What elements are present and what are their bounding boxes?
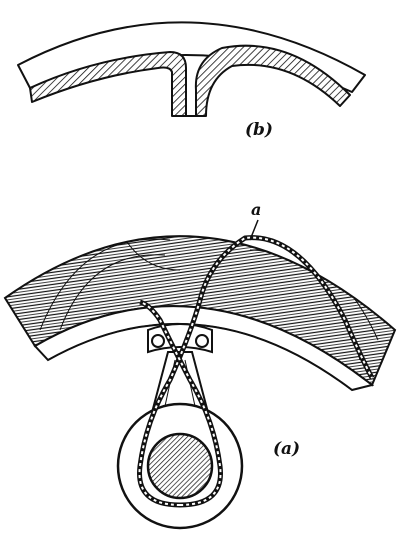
bolt-left <box>151 334 165 348</box>
rim-section-a <box>3 219 397 530</box>
axle <box>146 432 214 500</box>
callout-label-a: a <box>251 200 262 219</box>
callout-leader-a <box>249 219 259 241</box>
cable <box>137 235 375 508</box>
rim-right-flange <box>194 44 351 117</box>
label-part-b: (b) <box>245 120 273 140</box>
rim-section-b <box>17 21 366 117</box>
label-part-a: (a) <box>273 439 301 459</box>
bolt-right <box>195 334 209 348</box>
